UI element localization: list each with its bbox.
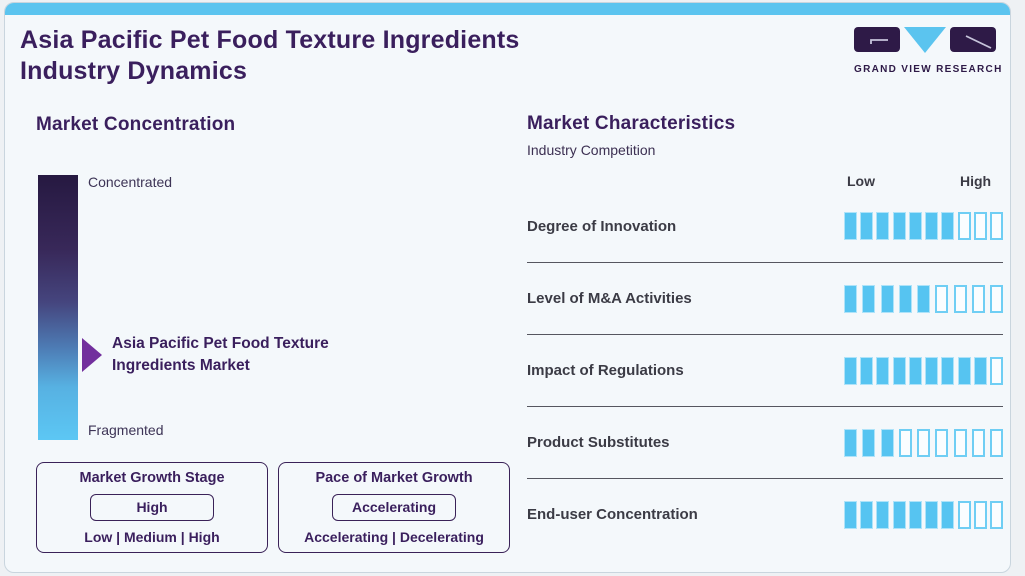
rating-segment-filled	[925, 356, 939, 385]
rating-segment-filled	[941, 356, 955, 385]
growth-stage-options: Low | Medium | High	[84, 529, 220, 545]
rating-segment-empty	[917, 428, 930, 457]
rating-segment-empty	[898, 428, 912, 457]
rating-segment-filled	[876, 500, 890, 529]
rating-bar	[844, 428, 1003, 457]
characteristic-row: Product Substitutes	[527, 406, 1003, 478]
characteristic-label: Degree of Innovation	[527, 217, 677, 235]
rating-segment-filled	[880, 284, 894, 313]
rating-segment-filled	[860, 356, 874, 385]
rating-segment-empty	[989, 500, 1003, 529]
logo-r-glyph	[965, 35, 992, 49]
rating-segment-filled	[844, 356, 857, 385]
rating-segment-filled	[844, 212, 857, 240]
page-title-line2: Industry Dynamics	[20, 57, 248, 85]
rating-segment-filled	[860, 212, 874, 240]
rating-segment-empty	[935, 284, 949, 313]
concentrated-label: Concentrated	[88, 174, 173, 190]
rating-segment-filled	[860, 500, 874, 529]
growth-stage-value: High	[90, 494, 214, 521]
scale-low-label: Low	[847, 173, 875, 189]
characteristic-row: Impact of Regulations	[527, 334, 1003, 406]
characteristic-rows: Degree of Innovation Level of M&A Activit…	[527, 190, 1003, 550]
growth-stage-title: Market Growth Stage	[79, 470, 225, 486]
rating-segment-filled	[844, 284, 857, 313]
gvr-logo-mark	[854, 27, 996, 53]
rating-segment-empty	[990, 428, 1003, 457]
rating-segment-empty	[971, 428, 985, 457]
rating-segment-filled	[880, 428, 894, 457]
logo-g-glyph	[870, 39, 888, 44]
rating-segment-filled	[917, 284, 930, 313]
pace-title: Pace of Market Growth	[315, 470, 473, 486]
rating-segment-filled	[908, 212, 922, 240]
rating-segment-empty	[973, 212, 987, 240]
rating-bar	[844, 500, 1003, 529]
rating-segment-empty	[957, 212, 971, 240]
rating-segment-empty	[953, 284, 967, 313]
rating-segment-filled	[957, 356, 971, 385]
characteristic-label: Product Substitutes	[527, 434, 670, 451]
rating-segment-filled	[844, 500, 857, 529]
infographic-card	[4, 2, 1011, 573]
concentration-gradient-bar	[38, 175, 78, 440]
market-growth-stage-box: Market Growth Stage High Low | Medium | …	[36, 462, 268, 553]
market-marker-line2: Ingredients Market	[112, 357, 250, 374]
rating-bar	[844, 212, 1003, 240]
fragmented-label: Fragmented	[88, 422, 164, 438]
characteristic-row: End-user Concentration	[527, 478, 1003, 550]
gvr-logo: GRAND VIEW RESEARCH	[854, 27, 1003, 75]
pace-of-growth-box: Pace of Market Growth Accelerating Accel…	[278, 462, 510, 553]
rating-segment-filled	[844, 428, 857, 457]
market-concentration-heading: Market Concentration	[36, 114, 236, 135]
market-marker-label: Asia Pacific Pet Food Texture Ingredient…	[112, 333, 329, 377]
rating-segment-filled	[941, 212, 955, 240]
rating-segment-filled	[876, 212, 890, 240]
rating-segment-filled	[892, 500, 906, 529]
rating-segment-filled	[973, 356, 987, 385]
rating-segment-filled	[908, 500, 922, 529]
rating-segment-filled	[908, 356, 922, 385]
market-characteristics-heading: Market Characteristics	[527, 113, 736, 134]
characteristic-row: Degree of Innovation	[527, 190, 1003, 262]
rating-segment-filled	[925, 212, 939, 240]
rating-bar	[844, 284, 1003, 313]
rating-segment-empty	[989, 212, 1003, 240]
rating-segment-filled	[898, 284, 912, 313]
characteristic-label: Level of M&A Activities	[527, 290, 692, 307]
rating-segment-filled	[862, 428, 876, 457]
logo-v-icon	[904, 27, 946, 53]
market-position-arrow-icon	[82, 338, 102, 372]
scale-high-label: High	[960, 173, 992, 189]
top-accent-bar	[5, 3, 1010, 15]
rating-segment-empty	[973, 500, 987, 529]
rating-segment-empty	[953, 428, 967, 457]
page-title: Asia Pacific Pet Food Texture Ingredient…	[20, 25, 520, 87]
rating-segment-empty	[971, 284, 985, 313]
characteristic-label: End-user Concentration	[527, 506, 698, 523]
market-marker-line1: Asia Pacific Pet Food Texture	[112, 335, 329, 352]
rating-segment-empty	[990, 284, 1003, 313]
rating-segment-filled	[862, 284, 876, 313]
characteristic-row: Level of M&A Activities	[527, 262, 1003, 334]
characteristic-label: Impact of Regulations	[527, 362, 684, 379]
page-title-line1: Asia Pacific Pet Food Texture Ingredient…	[20, 26, 520, 54]
pace-value: Accelerating	[332, 494, 456, 521]
rating-segment-empty	[957, 500, 971, 529]
gvr-logo-text: GRAND VIEW RESEARCH	[854, 64, 1003, 75]
rating-segment-filled	[892, 212, 906, 240]
rating-segment-empty	[935, 428, 949, 457]
rating-segment-empty	[989, 356, 1003, 385]
rating-segment-filled	[941, 500, 955, 529]
rating-bar	[844, 356, 1003, 385]
rating-segment-filled	[925, 500, 939, 529]
rating-segment-filled	[892, 356, 906, 385]
industry-competition-subtitle: Industry Competition	[527, 142, 656, 158]
pace-options: Accelerating | Decelerating	[304, 529, 484, 545]
rating-segment-filled	[876, 356, 890, 385]
